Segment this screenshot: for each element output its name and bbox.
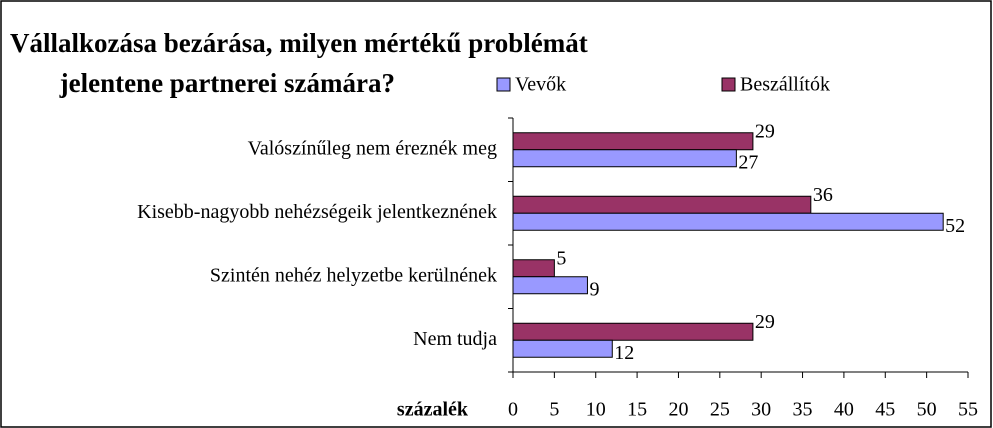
data-label: 29 — [755, 120, 775, 142]
data-label: 5 — [556, 247, 566, 269]
x-tick-label: 40 — [834, 399, 854, 421]
x-tick-label: 30 — [751, 399, 771, 421]
y-tick-label: Valószínűleg nem éreznék meg — [248, 137, 497, 159]
data-label: 29 — [755, 311, 775, 333]
x-tick-label: 0 — [508, 399, 518, 421]
x-tick-label: 20 — [668, 399, 688, 421]
data-label: 12 — [614, 342, 634, 364]
x-tick-label: 50 — [917, 399, 937, 421]
x-tick-label: 10 — [586, 399, 606, 421]
bar — [512, 322, 754, 341]
chart-title: Vállalkozása bezárása, milyen mértékű pr… — [10, 28, 588, 58]
legend-label: Beszállítók — [740, 74, 830, 96]
y-tick-label: Nem tudja — [413, 328, 497, 350]
x-tick-label: 55 — [958, 399, 978, 421]
legend-swatch — [721, 77, 736, 92]
bar — [512, 339, 613, 358]
bar — [512, 259, 555, 278]
x-tick-label: 15 — [627, 399, 647, 421]
bar — [512, 195, 812, 214]
bar — [512, 276, 588, 295]
x-tick-label: 35 — [793, 399, 813, 421]
x-tick-label: 25 — [710, 399, 730, 421]
data-label: 27 — [738, 151, 758, 173]
legend-label: Vevők — [515, 74, 566, 96]
data-label: 9 — [589, 278, 599, 300]
x-tick-label: 5 — [549, 399, 559, 421]
legend-swatch — [496, 77, 511, 92]
y-tick-label: Szintén nehéz helyzetbe kerülnének — [210, 264, 497, 286]
bar — [512, 132, 754, 151]
x-axis-label: százalék — [397, 399, 469, 421]
chart-title: jelentene partnerei számára? — [59, 68, 395, 98]
bar — [512, 149, 737, 168]
x-tick-label: 45 — [875, 399, 895, 421]
bar — [512, 212, 944, 231]
y-tick-label: Kisebb-nagyobb nehézségeik jelentkeznéne… — [137, 201, 497, 223]
data-label: 36 — [813, 184, 833, 206]
data-label: 52 — [945, 215, 965, 237]
